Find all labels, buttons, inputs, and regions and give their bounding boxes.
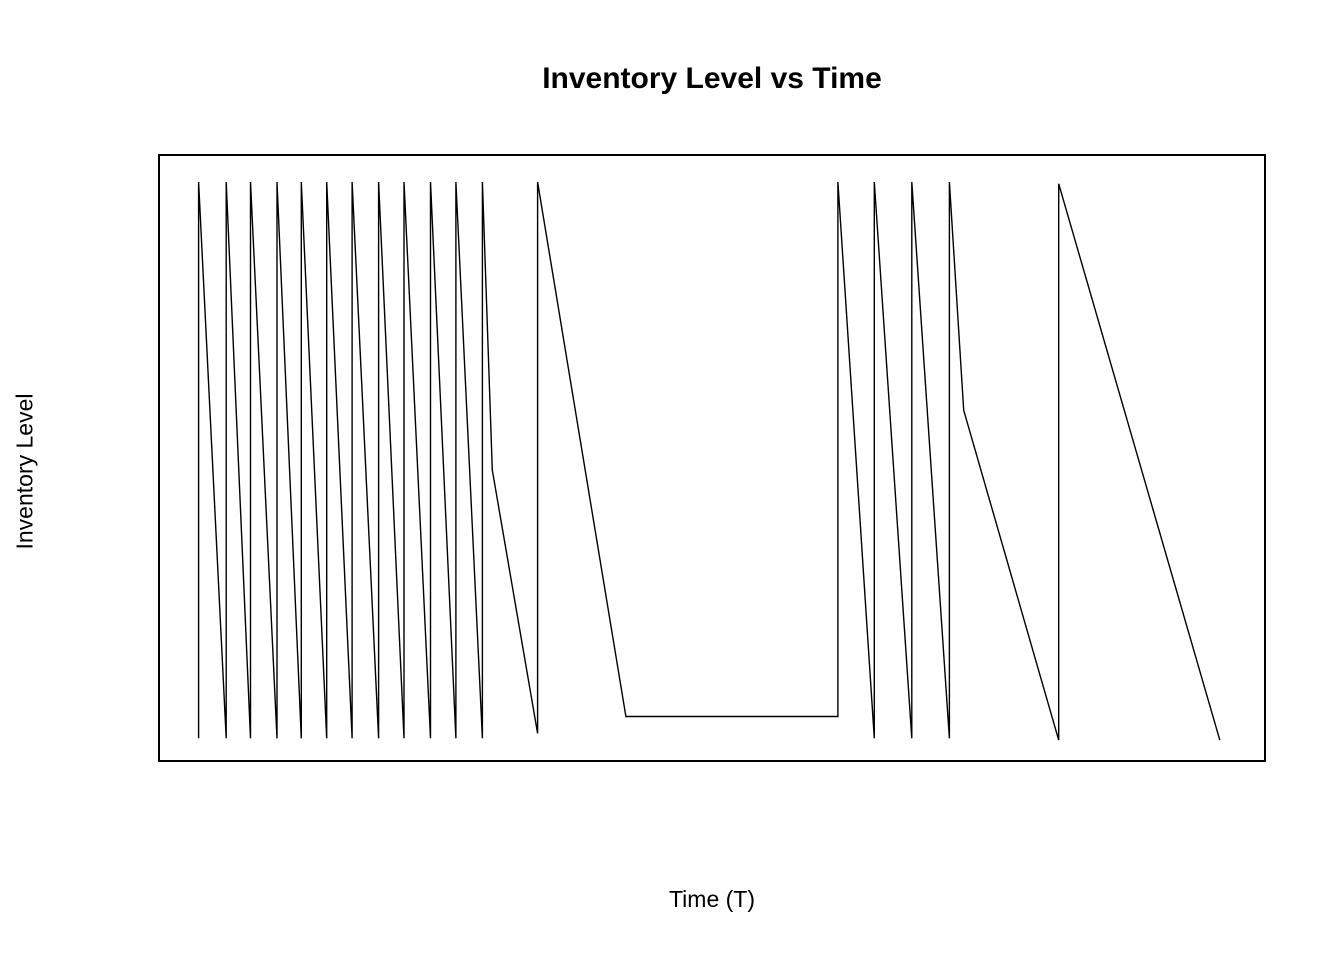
y-axis-label: Inventory Level bbox=[11, 393, 38, 550]
plot-area bbox=[158, 154, 1266, 762]
chart-title: Inventory Level vs Time bbox=[542, 62, 882, 95]
x-axis-label: Time (T) bbox=[668, 886, 755, 912]
series-inventory-level bbox=[199, 182, 1220, 740]
inventory-line-chart bbox=[160, 156, 1264, 760]
